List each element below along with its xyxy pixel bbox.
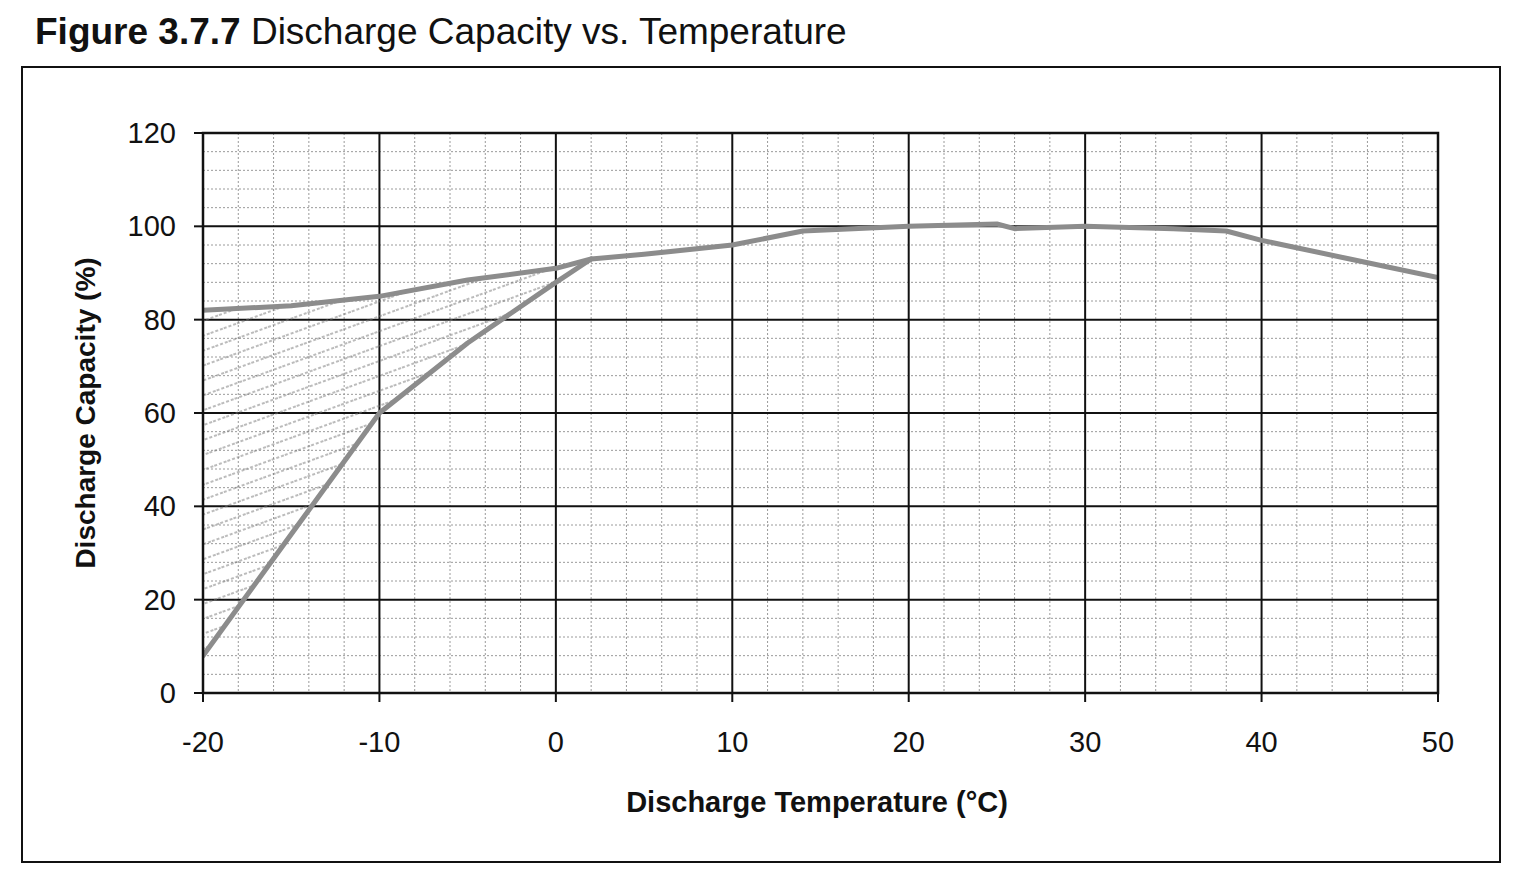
axis-ticks: 0 20 40 60 80 100 120 -20 -10 0 10 20 30 40 50 bbox=[128, 117, 1455, 758]
tick-label: 40 bbox=[1245, 726, 1277, 758]
minor-grid-line bbox=[203, 562, 1438, 563]
tick-label: 100 bbox=[128, 210, 176, 242]
tick bbox=[194, 132, 203, 134]
minor-grid-line bbox=[203, 245, 1438, 246]
minor-grid-line bbox=[203, 282, 1438, 283]
minor-grid-line bbox=[203, 469, 1438, 470]
minor-grid-line bbox=[203, 487, 1438, 488]
data-group bbox=[203, 224, 1438, 656]
title-part: Discharge Capacity vs. Temperature bbox=[241, 11, 847, 52]
x-axis-label: Discharge Temperature (°C) bbox=[626, 786, 1008, 818]
tick-label: 20 bbox=[144, 584, 176, 616]
minor-grid-line bbox=[203, 674, 1438, 675]
chart: Figure 3.7.7 Discharge Capacity vs. Temp… bbox=[0, 0, 1530, 889]
grid-line bbox=[203, 599, 1438, 601]
plot-frame bbox=[203, 133, 1438, 693]
minor-grid-line bbox=[203, 525, 1438, 526]
grid-line bbox=[203, 412, 1438, 414]
minor-grid-line bbox=[203, 618, 1438, 619]
tick bbox=[194, 225, 203, 227]
tick-label: 50 bbox=[1422, 726, 1454, 758]
major-grid bbox=[203, 133, 1438, 693]
tick-label: 40 bbox=[144, 490, 176, 522]
tick-label: 80 bbox=[144, 304, 176, 336]
tick bbox=[908, 693, 910, 702]
tick-label: 0 bbox=[548, 726, 564, 758]
tick bbox=[731, 693, 733, 702]
hatched-band bbox=[203, 259, 591, 656]
outer-frame bbox=[22, 67, 1500, 862]
tick bbox=[1437, 693, 1439, 702]
minor-grid-line bbox=[203, 263, 1438, 264]
y-axis-label: Discharge Capacity (%) bbox=[70, 257, 101, 568]
tick bbox=[194, 505, 203, 507]
plot-area bbox=[203, 133, 1438, 693]
tick-label: 20 bbox=[893, 726, 925, 758]
minor-grid-line bbox=[203, 543, 1438, 544]
tick bbox=[194, 319, 203, 321]
minor-grid bbox=[203, 133, 1438, 693]
tick-label: 0 bbox=[160, 677, 176, 709]
series-line bbox=[203, 224, 1438, 310]
grid-line bbox=[203, 225, 1438, 227]
tick-label: -10 bbox=[358, 726, 400, 758]
minor-grid-line bbox=[203, 170, 1438, 171]
grid-line bbox=[203, 505, 1438, 507]
tick bbox=[194, 599, 203, 601]
tick-label: -20 bbox=[182, 726, 224, 758]
minor-grid-line bbox=[203, 151, 1438, 152]
tick-label: 60 bbox=[144, 397, 176, 429]
minor-grid-line bbox=[203, 450, 1438, 451]
tick-label: 10 bbox=[716, 726, 748, 758]
minor-grid-line bbox=[203, 431, 1438, 432]
series-line bbox=[203, 259, 591, 656]
tick bbox=[202, 693, 204, 702]
minor-grid-line bbox=[203, 655, 1438, 656]
tick bbox=[194, 692, 203, 694]
tick-label: 120 bbox=[128, 117, 176, 149]
minor-grid-line bbox=[203, 581, 1438, 582]
minor-grid-line bbox=[203, 207, 1438, 208]
tick bbox=[1261, 693, 1263, 702]
tick bbox=[1084, 693, 1086, 702]
tick-label: 30 bbox=[1069, 726, 1101, 758]
title-part: Figure 3.7.7 bbox=[35, 11, 241, 52]
tick bbox=[378, 693, 380, 702]
tick bbox=[194, 412, 203, 414]
title: Figure 3.7.7 Discharge Capacity vs. Temp… bbox=[35, 11, 847, 52]
minor-grid-line bbox=[203, 637, 1438, 638]
minor-grid-line bbox=[203, 189, 1438, 190]
tick bbox=[555, 693, 557, 702]
